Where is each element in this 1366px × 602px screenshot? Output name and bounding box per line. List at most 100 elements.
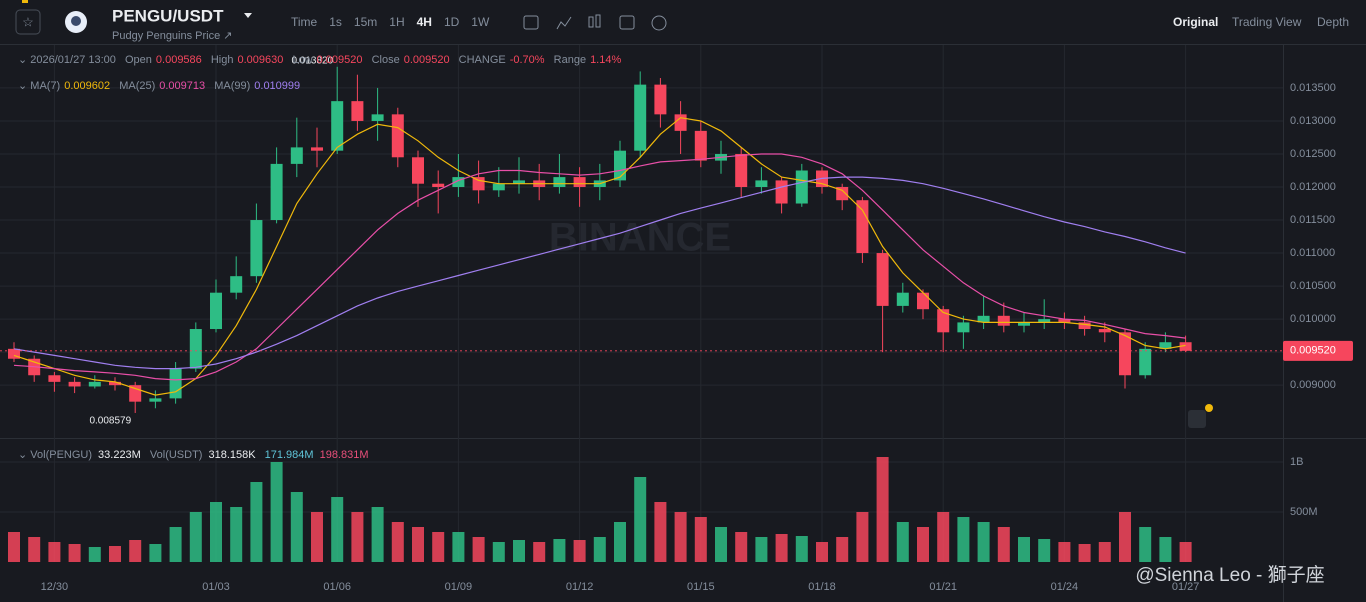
indicator-badge[interactable] <box>1188 410 1206 428</box>
ohlc-value: -0.70% <box>510 54 545 66</box>
y-tick-label: 0.011500 <box>1290 214 1335 226</box>
volume-bar <box>917 527 929 562</box>
tool-icon[interactable] <box>556 16 572 30</box>
volume-bar <box>250 482 263 562</box>
volume-bar <box>1058 542 1071 562</box>
x-tick-label: 01/03 <box>202 581 230 593</box>
volume-bar <box>755 537 768 562</box>
volume-bar <box>553 539 566 562</box>
interval-button[interactable]: 1s <box>329 15 342 29</box>
ma-line <box>13 153 1186 381</box>
tool-icon[interactable] <box>619 15 635 30</box>
volume-bar <box>189 512 202 562</box>
candle-body <box>8 348 20 359</box>
candle-body <box>48 375 61 382</box>
x-tick-label: 01/09 <box>445 581 473 593</box>
interval-bar: Time 1s 15m 1H 4H 1D 1W <box>291 15 490 29</box>
candle-body <box>1119 332 1131 376</box>
ohlc-label: CHANGE <box>459 54 506 66</box>
interval-button[interactable]: 1D <box>444 15 460 29</box>
volume-bar <box>28 537 41 562</box>
interval-button[interactable]: 1W <box>471 15 490 29</box>
ohlc-label: Low <box>292 54 312 66</box>
candle-body <box>775 180 788 204</box>
volume-bar <box>775 534 788 562</box>
volume-bar <box>492 542 505 562</box>
volume-bar <box>452 532 465 562</box>
view-tab[interactable]: Trading View <box>1232 15 1302 29</box>
volume-bar <box>432 532 445 562</box>
tool-icon[interactable] <box>651 15 667 31</box>
price-annotation: 0.013820 <box>291 55 333 66</box>
ohlc-value: 0.009520 <box>317 54 363 66</box>
ohlc-value: 0.009586 <box>156 54 202 66</box>
candle-body <box>735 153 748 188</box>
interval-button[interactable]: Time <box>291 15 318 29</box>
volume-bar <box>391 522 404 562</box>
volume-bar <box>149 544 162 562</box>
x-tick-label: 01/06 <box>323 581 351 593</box>
candle-body <box>674 114 687 131</box>
candle-body <box>432 183 445 188</box>
x-tick-label: 01/24 <box>1051 581 1079 593</box>
ohlc-label: Close <box>372 54 400 66</box>
y-tick-label: 0.010000 <box>1290 313 1336 325</box>
candle-body <box>614 150 626 181</box>
legend-entry: MA(25) <box>119 80 155 92</box>
volume-bar <box>48 542 61 562</box>
interval-button[interactable]: 4H <box>417 15 432 29</box>
interval-button[interactable]: 1H <box>389 15 404 29</box>
volume-bar <box>513 540 525 562</box>
pair-subtitle[interactable]: Pudgy Penguins Price ↗ <box>112 30 233 42</box>
tool-icon[interactable] <box>523 15 539 30</box>
candle-body <box>311 147 323 151</box>
volume-bar <box>735 532 748 562</box>
x-tick-label: 01/18 <box>808 581 836 593</box>
view-tab[interactable]: Depth <box>1317 15 1349 29</box>
candle-body <box>189 329 202 369</box>
candle-body <box>452 177 465 188</box>
tool-icon[interactable] <box>595 14 601 28</box>
candle-body <box>755 180 768 188</box>
volume-bar <box>472 537 485 562</box>
x-tick-label: 01/15 <box>687 581 715 593</box>
x-tick-label: 01/12 <box>566 581 594 593</box>
volume-bar <box>1038 539 1051 562</box>
volume-bar <box>331 497 344 562</box>
price-annotation: 0.008579 <box>89 416 131 427</box>
tool-icon[interactable] <box>588 16 594 28</box>
pair-dropdown[interactable] <box>244 13 252 18</box>
x-tick-label: 12/30 <box>41 581 69 593</box>
candle-body <box>412 157 424 184</box>
legend-value: 171.984M <box>265 449 314 461</box>
legend-entry: Vol(USDT) <box>150 449 203 461</box>
favorite-button[interactable] <box>15 9 41 35</box>
volume-bar <box>1018 537 1030 562</box>
candle-body <box>896 292 909 306</box>
volume-bar <box>88 547 101 562</box>
candle-body <box>250 220 263 277</box>
volume-bar <box>614 522 626 562</box>
ohlc-value: 0.009520 <box>404 54 450 66</box>
pair-title[interactable]: PENGU/USDT <box>112 6 224 25</box>
volume-bar <box>997 527 1010 562</box>
last-price-label: 0.009520 <box>1290 345 1336 357</box>
volume-bar <box>876 457 889 562</box>
y-tick-label: 500M <box>1290 506 1318 518</box>
candle-body <box>290 147 303 164</box>
volume-bar <box>412 527 424 562</box>
candle-body <box>997 315 1010 326</box>
interval-button[interactable]: 15m <box>354 15 377 29</box>
candle-body <box>977 315 990 323</box>
volume-bar <box>694 517 707 562</box>
x-tick-label: 01/21 <box>929 581 957 593</box>
candle-body <box>957 322 970 333</box>
volume-bar <box>957 517 970 562</box>
view-tab[interactable]: Original <box>1173 15 1218 29</box>
volume-bar <box>1179 542 1192 562</box>
volume-bar <box>169 527 182 562</box>
y-tick-label: 0.010500 <box>1290 280 1336 292</box>
accent <box>22 0 28 3</box>
candle-body <box>351 101 364 121</box>
